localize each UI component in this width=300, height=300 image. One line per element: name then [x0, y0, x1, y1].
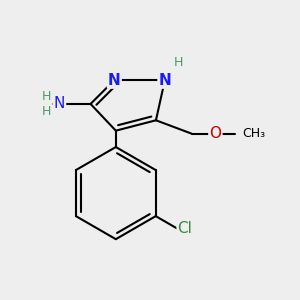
Text: H: H [173, 56, 183, 69]
Text: H: H [41, 90, 51, 103]
Text: H: H [41, 105, 51, 118]
Text: N: N [108, 73, 121, 88]
Text: O: O [209, 126, 221, 141]
Text: Cl: Cl [178, 221, 193, 236]
Text: N: N [158, 73, 171, 88]
Text: N: N [54, 96, 65, 111]
Text: CH₃: CH₃ [242, 127, 265, 140]
